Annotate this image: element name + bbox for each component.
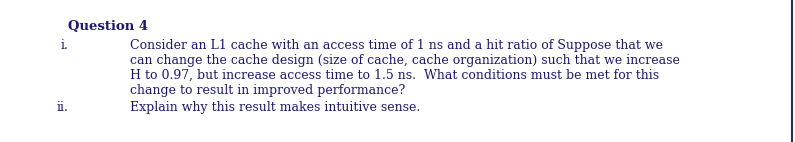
Text: ii.: ii. (56, 101, 68, 114)
Text: Consider an L1 cache with an access time of 1 ns and a hit ratio of Suppose that: Consider an L1 cache with an access time… (130, 39, 663, 52)
Text: H to 0.97, but increase access time to 1.5 ns.  What conditions must be met for : H to 0.97, but increase access time to 1… (130, 69, 659, 82)
Text: Question 4: Question 4 (68, 20, 148, 33)
Text: i.: i. (60, 39, 68, 52)
Text: change to result in improved performance?: change to result in improved performance… (130, 84, 405, 97)
Text: Explain why this result makes intuitive sense.: Explain why this result makes intuitive … (130, 101, 421, 114)
Text: can change the cache design (size of cache, cache organization) such that we inc: can change the cache design (size of cac… (130, 54, 680, 67)
